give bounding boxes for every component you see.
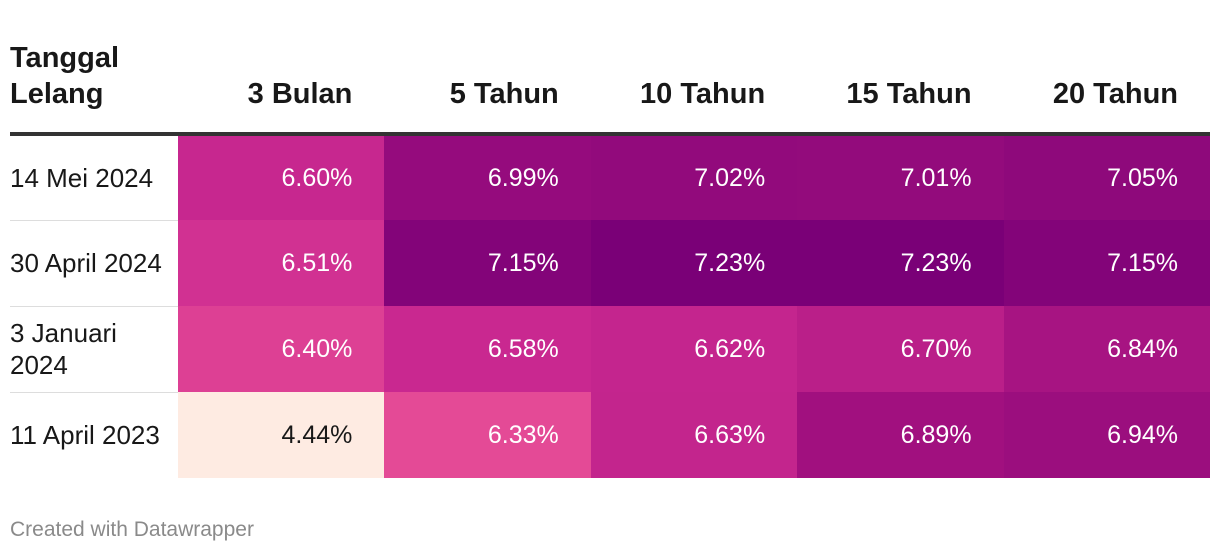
- heatmap-cell: 6.99%: [384, 134, 591, 220]
- column-header-3-bulan: 3 Bulan: [178, 40, 385, 136]
- heatmap-cell: 6.51%: [178, 220, 385, 306]
- heatmap-cell: 6.70%: [797, 306, 1004, 392]
- heatmap-cell: 6.84%: [1003, 306, 1210, 392]
- heatmap-table-container: Tanggal Lelang 3 Bulan 5 Tahun 10 Tahun …: [10, 40, 1210, 478]
- heatmap-cell: 6.40%: [178, 306, 385, 392]
- table-row: 30 April 2024 6.51% 7.15% 7.23% 7.23% 7.…: [10, 220, 1210, 307]
- heatmap-cell: 7.23%: [797, 220, 1004, 306]
- row-date-label: 30 April 2024: [10, 220, 178, 307]
- column-header-5-tahun: 5 Tahun: [384, 40, 591, 136]
- heatmap-cell: 7.15%: [384, 220, 591, 306]
- heatmap-cell: 4.44%: [178, 392, 385, 478]
- row-date-label: 14 Mei 2024: [10, 134, 178, 221]
- heatmap-cell: 6.62%: [590, 306, 798, 392]
- heatmap-cell: 7.05%: [1003, 134, 1210, 220]
- table-row: 11 April 2023 4.44% 6.33% 6.63% 6.89% 6.…: [10, 392, 1210, 478]
- footer-credit: Created with Datawrapper: [10, 518, 254, 541]
- heatmap-cell: 7.02%: [590, 134, 798, 220]
- heatmap-cell: 7.15%: [1003, 220, 1210, 306]
- heatmap-cell: 6.60%: [178, 134, 385, 220]
- heatmap-cell: 6.33%: [384, 392, 591, 478]
- table-row: 3 Januari 2024 6.40% 6.58% 6.62% 6.70% 6…: [10, 306, 1210, 393]
- table-row: 14 Mei 2024 6.60% 6.99% 7.02% 7.01% 7.05…: [10, 134, 1210, 221]
- column-header-10-tahun: 10 Tahun: [590, 40, 798, 136]
- heatmap-cell: 6.89%: [797, 392, 1004, 478]
- header-row: Tanggal Lelang 3 Bulan 5 Tahun 10 Tahun …: [10, 40, 1210, 136]
- column-header-20-tahun: 20 Tahun: [1003, 40, 1210, 136]
- row-date-label: 3 Januari 2024: [10, 306, 178, 393]
- column-header-15-tahun: 15 Tahun: [797, 40, 1004, 136]
- heatmap-cell: 6.94%: [1003, 392, 1210, 478]
- heatmap-cell: 7.23%: [590, 220, 798, 306]
- heatmap-cell: 7.01%: [797, 134, 1004, 220]
- column-header-date: Tanggal Lelang: [10, 40, 178, 136]
- row-date-label: 11 April 2023: [10, 392, 178, 478]
- heatmap-cell: 6.58%: [384, 306, 591, 392]
- heatmap-cell: 6.63%: [590, 392, 798, 478]
- yield-heatmap-table: Tanggal Lelang 3 Bulan 5 Tahun 10 Tahun …: [10, 40, 1210, 478]
